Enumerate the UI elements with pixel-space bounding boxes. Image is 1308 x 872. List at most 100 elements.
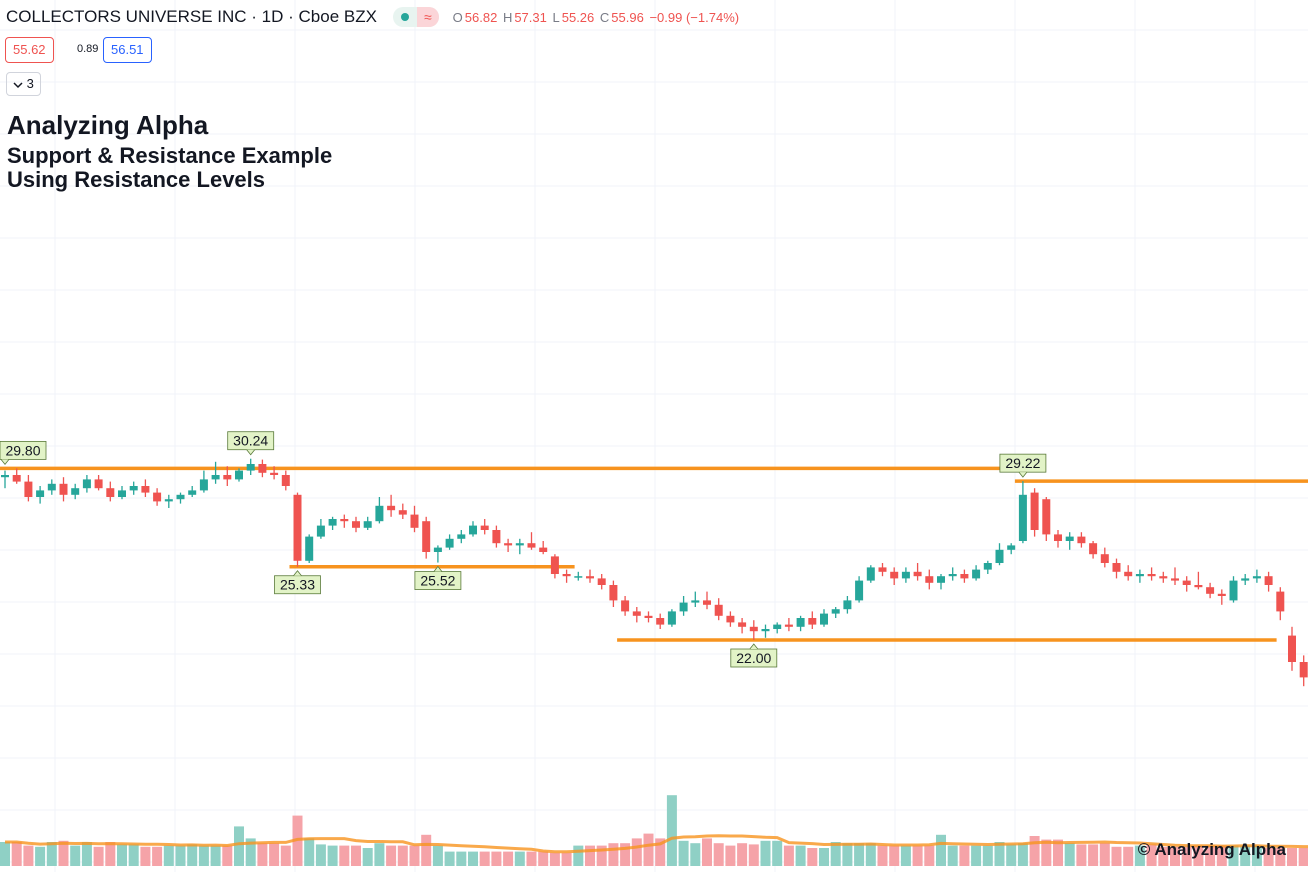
- candle-body: [890, 571, 899, 579]
- candle-body: [1089, 543, 1098, 555]
- symbol-title[interactable]: COLLECTORS UNIVERSE INC · 1D · Cboe BZX: [6, 7, 377, 26]
- candle-body: [983, 563, 992, 570]
- buy-button[interactable]: 56.51: [103, 37, 152, 63]
- candle-body: [176, 494, 185, 500]
- chart-subtitle-2: Using Resistance Levels: [7, 167, 266, 192]
- volume-bar: [912, 845, 923, 866]
- volume-bar: [819, 848, 829, 866]
- volume-bar: [280, 845, 291, 866]
- candle-body: [328, 519, 337, 526]
- market-open-dot-icon: [400, 13, 409, 21]
- volume-bar: [1228, 845, 1239, 866]
- volume-bar: [175, 845, 186, 866]
- candle-body: [352, 521, 360, 528]
- volume-bar: [315, 844, 326, 866]
- volume-bar: [374, 843, 385, 866]
- volume-bar: [1064, 843, 1075, 866]
- close-value: 55.96: [611, 9, 644, 25]
- candle-body: [714, 604, 723, 616]
- volume-bar: [1158, 846, 1169, 866]
- candle-body: [1182, 580, 1191, 585]
- volume-bar: [538, 851, 549, 866]
- volume-bar: [163, 845, 174, 866]
- candle-body: [71, 488, 80, 495]
- candlesticks: [1, 458, 1308, 687]
- candle-body: [445, 538, 454, 548]
- volume-bar: [491, 851, 502, 866]
- candle-body: [47, 483, 56, 491]
- candle-body: [562, 574, 571, 577]
- market-status-pill[interactable]: ≈: [392, 7, 439, 27]
- volume-bar: [152, 846, 163, 866]
- volume-bar: [468, 851, 478, 866]
- candle-body: [1171, 578, 1179, 581]
- candle-body: [270, 472, 279, 475]
- candle-body: [480, 525, 489, 530]
- candle-body: [866, 567, 875, 581]
- candle-body: [1135, 574, 1144, 577]
- volume-bar: [690, 843, 701, 866]
- candle-body: [820, 613, 828, 625]
- volume-bar: [81, 842, 92, 866]
- candle-body: [691, 600, 700, 603]
- volume-bar: [959, 845, 970, 866]
- candle-body: [784, 624, 793, 627]
- volume-bar: [678, 840, 689, 866]
- open-label: O: [452, 9, 463, 25]
- volume-bar: [140, 846, 151, 866]
- volume-bar: [573, 845, 584, 866]
- volume-bar: [210, 845, 221, 866]
- volume-bar: [1146, 844, 1157, 866]
- brand-title: Analyzing Alpha: [7, 110, 209, 140]
- level-price-text: 29.80: [5, 442, 40, 458]
- candle-body: [796, 618, 805, 627]
- volume-bar: [1240, 845, 1251, 866]
- volume-bar: [936, 834, 946, 866]
- candle-body: [188, 490, 197, 495]
- candle-body: [667, 611, 676, 625]
- candle-body: [94, 479, 103, 489]
- candle-body: [1206, 587, 1215, 594]
- high-value: 57.31: [514, 9, 547, 25]
- volume-bar: [222, 845, 233, 866]
- candle-body: [363, 521, 372, 528]
- volume-bar: [257, 843, 268, 866]
- candle-body: [1042, 499, 1051, 535]
- volume-bar: [187, 844, 198, 866]
- indicator-count: 3: [26, 76, 34, 91]
- symbol-header: COLLECTORS UNIVERSE INC · 1D · Cboe BZX …: [6, 7, 741, 27]
- candle-body: [749, 626, 758, 632]
- volume-bar: [1298, 848, 1308, 866]
- volume-bar: [1287, 848, 1297, 866]
- volume-bar: [105, 842, 116, 866]
- chart-subtitle-1: Support & Resistance Example: [7, 143, 333, 168]
- volume-bar: [971, 845, 982, 866]
- volume-bar: [643, 833, 654, 866]
- volume-bar: [421, 834, 432, 866]
- volume-bar: [1123, 846, 1134, 866]
- indicators-toggle[interactable]: 3: [6, 72, 41, 96]
- volume-bar: [713, 843, 724, 866]
- low-label: L: [552, 9, 560, 25]
- candle-body: [1288, 635, 1296, 662]
- candle-body: [281, 475, 290, 486]
- volume-bar: [631, 838, 642, 866]
- candle-body: [12, 475, 21, 482]
- candle-body: [1229, 580, 1238, 601]
- candle-body: [773, 624, 782, 629]
- candle-body: [913, 571, 922, 577]
- candle-body: [597, 578, 606, 585]
- sell-button[interactable]: 55.62: [5, 37, 54, 63]
- candle-body: [937, 576, 945, 583]
- volume-bar: [900, 845, 911, 866]
- level-price-label: 22.00: [730, 643, 778, 668]
- volume-bar: [772, 840, 783, 866]
- volume-bar: [585, 845, 595, 866]
- volume-bar: [128, 844, 139, 866]
- volume-bar: [409, 845, 420, 866]
- volume-bar: [1251, 845, 1262, 866]
- candle-body: [609, 585, 618, 601]
- volume-bar: [1099, 843, 1110, 866]
